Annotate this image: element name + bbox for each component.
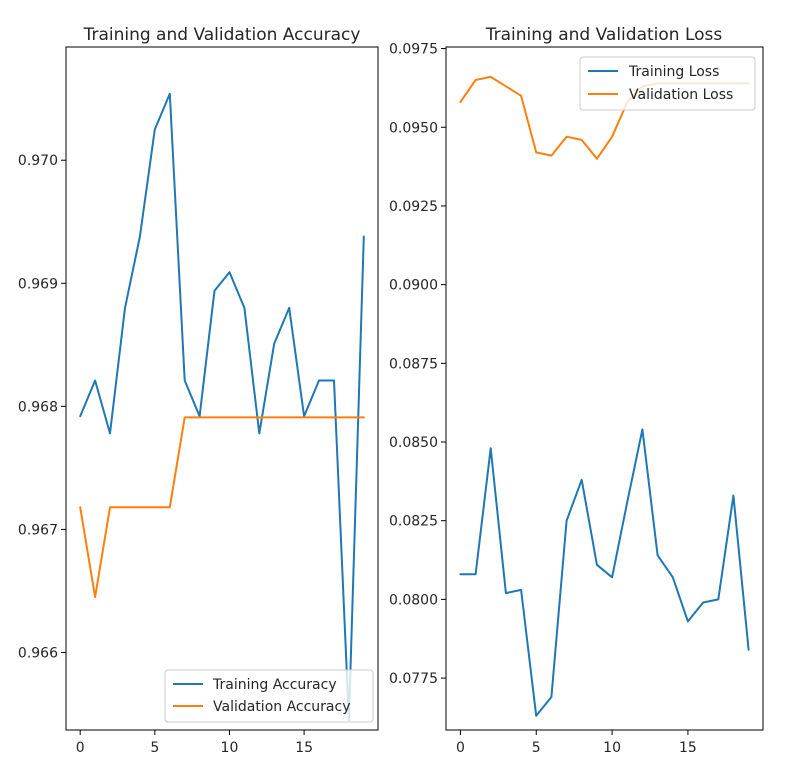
accuracy-ytick-label: 0.967	[18, 522, 58, 538]
loss-xtick-label: 15	[679, 740, 697, 756]
legend-label-training-loss: Training Loss	[628, 64, 719, 80]
loss-ytick-label: 0.0825	[389, 514, 438, 530]
loss-lines	[459, 75, 750, 717]
loss-ytick-label: 0.0850	[389, 435, 438, 451]
accuracy-xtick-label: 10	[221, 740, 239, 756]
accuracy-xtick-label: 5	[150, 740, 159, 756]
accuracy-ytick-label: 0.970	[18, 153, 58, 169]
accuracy-ytick-label: 0.966	[18, 645, 58, 661]
accuracy-ytick-label: 0.969	[18, 276, 58, 292]
loss-xtick-label: 5	[532, 740, 541, 756]
loss-legend-box	[579, 56, 756, 111]
loss-legend[interactable]: Training Loss Validation Loss	[579, 56, 756, 111]
loss-ytick-label: 0.0900	[389, 278, 438, 294]
loss-ytick-label: 0.0975	[389, 42, 438, 58]
loss-ytick-label: 0.0950	[389, 120, 438, 136]
loss-ytick-label: 0.0775	[389, 671, 438, 687]
accuracy-xtick-label: 0	[76, 740, 85, 756]
accuracy-legend-box	[164, 669, 374, 723]
loss-xtick-label: 10	[603, 740, 621, 756]
accuracy-ticks: 0 5 10 15 0.966 0.967 0.968 0.969 0.970	[18, 153, 313, 756]
accuracy-panel: Training and Validation Accuracy 0 5 10 150…	[18, 25, 379, 756]
loss-ticks: 0 5 10 15 0.0775 0.0800 0.0825 0.0850 0.0875 0.09…	[389, 42, 697, 756]
loss-panel: Training and Validation Loss 0 5 10 15 0.077…	[389, 25, 764, 756]
loss-plot-frame	[445, 46, 764, 731]
loss-ytick-label: 0.0800	[389, 592, 438, 608]
series-line-training-loss	[459, 428, 750, 717]
accuracy-plot-frame	[65, 46, 379, 731]
legend-label-training-accuracy: Training Accuracy	[212, 677, 337, 693]
legend-label-validation-loss: Validation Loss	[629, 87, 733, 103]
loss-xtick-label: 0	[456, 740, 465, 756]
loss-ytick-label: 0.0925	[389, 199, 438, 215]
accuracy-chart-title: Training and Validation Accuracy	[83, 25, 361, 45]
series-line-training-accuracy	[79, 92, 365, 722]
accuracy-ytick-label: 0.968	[18, 399, 58, 415]
accuracy-xtick-label: 15	[295, 740, 313, 756]
accuracy-lines	[79, 92, 365, 722]
legend-label-validation-accuracy: Validation Accuracy	[213, 699, 351, 715]
loss-ytick-label: 0.0875	[389, 356, 438, 372]
series-line-validation-accuracy	[79, 416, 365, 599]
loss-chart-title: Training and Validation Loss	[485, 25, 723, 45]
accuracy-legend[interactable]: Training Accuracy Validation Accuracy	[164, 669, 374, 723]
